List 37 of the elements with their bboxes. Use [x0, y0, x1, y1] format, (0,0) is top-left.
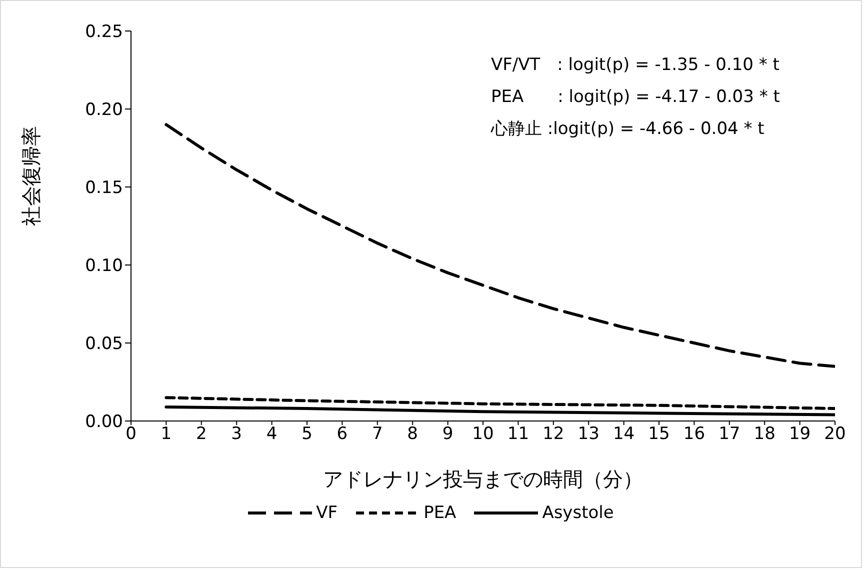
x-tick-label: 20 — [824, 424, 846, 444]
y-tick-label: 0.25 — [85, 22, 123, 42]
annotation: PEA : logit(p) = -4.17 - 0.03 * t — [491, 86, 780, 109]
x-tick-label: 12 — [542, 424, 564, 444]
legend-label: VF — [316, 503, 338, 523]
x-tick-label: 16 — [683, 424, 706, 444]
x-tick-label: 14 — [612, 424, 635, 444]
x-tick-label: 17 — [718, 424, 740, 444]
y-axis-title: 社会復帰率 — [19, 126, 44, 226]
x-tick-label: 15 — [648, 424, 670, 444]
legend-label: Asystole — [542, 503, 614, 523]
x-tick-label: 3 — [231, 424, 242, 444]
y-tick-label: 0.10 — [85, 256, 123, 276]
x-axis-title: アドレナリン投与までの時間（分） — [323, 467, 643, 491]
y-tick-label: 0.20 — [85, 100, 123, 120]
x-tick-label: 18 — [754, 424, 776, 444]
y-tick-label: 0.00 — [85, 412, 123, 432]
line-series — [164, 405, 835, 416]
x-tick-label: 11 — [507, 424, 530, 444]
line-series — [164, 396, 835, 410]
x-tick-label: 5 — [302, 424, 312, 444]
x-tick-label: 0 — [126, 424, 136, 444]
x-tick-label: 6 — [336, 424, 348, 444]
x-tick-label: 19 — [788, 424, 811, 444]
x-tick-label: 8 — [407, 424, 418, 444]
x-tick-label: 4 — [266, 424, 278, 444]
x-tick-label: 2 — [196, 424, 207, 444]
x-tick-label: 10 — [472, 424, 494, 444]
x-tick-label: 9 — [442, 424, 454, 444]
y-tick-label: 0.05 — [85, 334, 123, 354]
x-tick-label: 13 — [578, 424, 600, 444]
y-tick-label: 0.15 — [85, 178, 123, 198]
x-tick-label: 1 — [160, 424, 172, 444]
legend-label: PEA — [424, 503, 456, 523]
annotation: VF/VT : logit(p) = -1.35 - 0.10 * t — [491, 54, 780, 77]
x-tick-label: 7 — [372, 424, 383, 444]
annotation: 心静止 :logit(p) = -4.66 - 0.04 * t — [491, 118, 766, 141]
